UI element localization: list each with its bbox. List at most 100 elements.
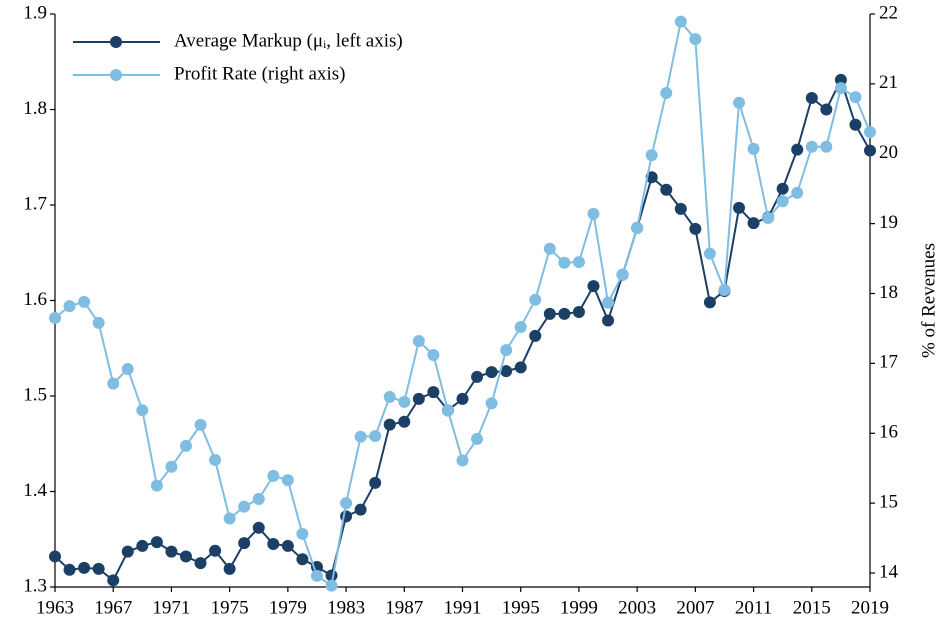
- series-point: [631, 221, 644, 234]
- y2-tick-label: 20: [879, 142, 898, 163]
- series-point: [471, 432, 484, 445]
- y2-tick-label: 15: [879, 492, 898, 513]
- series-point: [689, 33, 702, 46]
- series-point: [150, 536, 163, 549]
- series-point: [209, 453, 222, 466]
- series-point: [864, 126, 876, 139]
- series-point: [718, 284, 731, 297]
- series-point: [223, 512, 236, 525]
- legend-label: Profit Rate (right axis): [174, 63, 346, 84]
- series-point: [136, 404, 149, 417]
- series-point: [747, 142, 760, 155]
- series-point: [820, 140, 833, 153]
- series-point: [267, 469, 280, 482]
- x-tick-label: 1979: [269, 597, 307, 618]
- y2-tick-label: 22: [879, 2, 898, 23]
- x-tick-label: 1975: [211, 597, 249, 618]
- y-tick-label: 1.7: [23, 193, 47, 214]
- series-point: [63, 300, 76, 313]
- x-tick-label: 1987: [385, 597, 423, 618]
- series-point: [179, 550, 192, 563]
- series-point: [471, 370, 484, 383]
- x-tick-label: 1971: [152, 597, 190, 618]
- x-tick-label: 1995: [502, 597, 540, 618]
- series-point: [78, 295, 91, 308]
- y-tick-label: 1.6: [23, 289, 47, 310]
- series-point: [398, 395, 411, 408]
- series-point: [165, 545, 178, 558]
- series-point: [121, 362, 134, 375]
- series-point: [514, 361, 527, 374]
- x-tick-label: 1983: [327, 597, 365, 618]
- series-point: [369, 430, 382, 443]
- legend-label: Average Markup (μᵢ, left axis): [174, 30, 403, 51]
- x-tick-label: 2003: [618, 597, 656, 618]
- series-point: [150, 479, 163, 492]
- x-tick-label: 2007: [676, 597, 714, 618]
- series-point: [572, 305, 585, 318]
- series-point: [340, 497, 353, 510]
- series-point: [645, 149, 658, 162]
- series-point: [92, 316, 105, 329]
- series-point: [383, 418, 396, 431]
- series-point: [529, 293, 542, 306]
- x-tick-label: 1963: [36, 597, 74, 618]
- x-tick-label: 1999: [560, 597, 598, 618]
- series-line: [54, 19, 871, 588]
- series-point: [223, 562, 236, 575]
- series-point: [776, 195, 789, 208]
- series-point: [587, 280, 600, 293]
- series-point: [252, 492, 265, 505]
- series-point: [412, 392, 425, 405]
- series-point: [572, 256, 585, 269]
- series-point: [325, 579, 338, 592]
- series-point: [820, 103, 833, 116]
- legend-marker: [110, 36, 122, 48]
- series-point: [733, 96, 746, 109]
- series-point: [456, 392, 469, 405]
- series-point: [543, 307, 556, 320]
- series-point: [194, 557, 207, 570]
- series-point: [252, 521, 265, 534]
- series-point: [267, 538, 280, 551]
- series-point: [805, 140, 818, 153]
- series-point: [747, 217, 760, 230]
- series-point: [849, 91, 862, 104]
- series-point: [49, 550, 61, 563]
- series-point: [485, 366, 498, 379]
- series-point: [558, 256, 571, 269]
- y2-tick-label: 19: [879, 212, 898, 233]
- series-point: [92, 562, 105, 575]
- x-tick-label: 2015: [793, 597, 831, 618]
- series-point: [121, 545, 134, 558]
- series-point: [791, 186, 804, 199]
- y2-tick-label: 18: [879, 282, 898, 303]
- series-point: [500, 344, 513, 357]
- series-point: [340, 510, 353, 523]
- y2-tick-label: 21: [879, 72, 898, 93]
- series-point: [354, 430, 367, 443]
- series-point: [412, 335, 425, 348]
- x-tick-label: 1967: [94, 597, 132, 618]
- series-point: [703, 296, 716, 309]
- series-point: [238, 537, 251, 550]
- series-point: [49, 311, 61, 324]
- series-point: [179, 439, 192, 452]
- series-point: [485, 397, 498, 410]
- series-point: [441, 404, 454, 417]
- series-point: [281, 539, 294, 552]
- series-point: [602, 296, 615, 309]
- series-point: [660, 183, 673, 196]
- series-point: [674, 202, 687, 215]
- series-point: [383, 390, 396, 403]
- series-point: [427, 349, 440, 362]
- series-point: [238, 500, 251, 513]
- series-point: [558, 307, 571, 320]
- y-tick-label: 1.9: [23, 2, 47, 23]
- series-point: [514, 321, 527, 334]
- y2-tick-label: 14: [879, 561, 899, 582]
- series-point: [543, 242, 556, 255]
- series-point: [107, 377, 120, 390]
- series-point: [369, 476, 382, 489]
